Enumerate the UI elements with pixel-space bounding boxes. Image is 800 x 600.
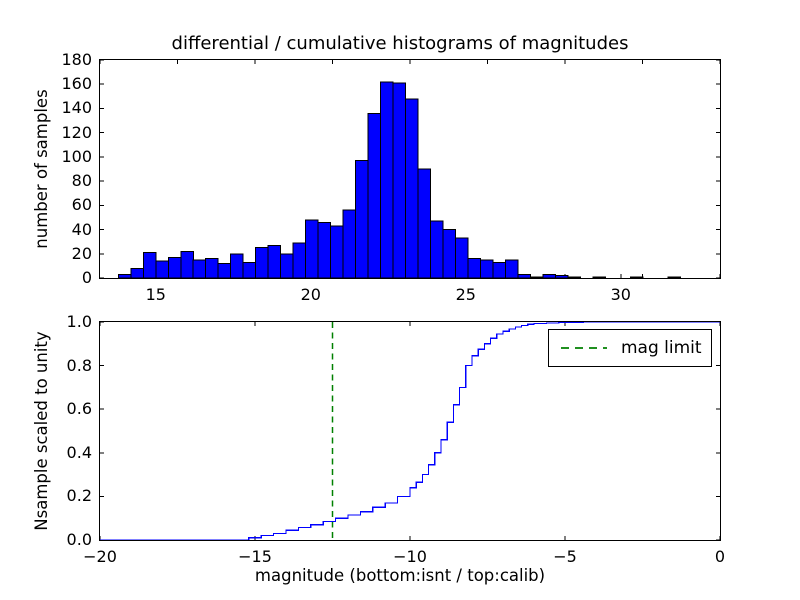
histogram-bar <box>492 261 507 278</box>
histogram-bar <box>530 276 544 278</box>
histogram-bar <box>467 258 482 278</box>
histogram-bar <box>355 160 369 278</box>
tick-label: 30 <box>610 285 631 304</box>
differential-histogram-plot <box>100 60 720 278</box>
tick-label: 0.4 <box>66 442 92 462</box>
tick-label: 0.6 <box>66 399 92 419</box>
histogram-bar <box>155 260 169 278</box>
cumulative-curve <box>100 322 720 540</box>
histogram-bar <box>430 220 444 278</box>
histogram-bar <box>442 229 457 278</box>
bottom-ylabel: Nsample scaled to unity <box>32 331 51 531</box>
tick-label: 20 <box>300 285 321 304</box>
tick-label: 0 <box>81 268 92 287</box>
histogram-bar <box>367 112 382 278</box>
histogram-bar <box>380 81 394 278</box>
tick-label: 160 <box>61 74 92 94</box>
histogram-bar <box>342 209 357 278</box>
histogram-bar <box>255 247 269 278</box>
histogram-bar <box>517 273 532 278</box>
histogram-bar <box>280 253 294 278</box>
histogram-bar <box>480 259 494 278</box>
tick-label: 1.0 <box>66 312 92 331</box>
histogram-bar <box>167 256 182 278</box>
tick-label: 20 <box>71 243 92 263</box>
histogram-bar <box>542 273 557 278</box>
histogram-bar <box>555 275 569 278</box>
histogram-bar <box>267 244 282 278</box>
tick-label: 80 <box>71 171 92 191</box>
tick-label: 100 <box>61 146 92 166</box>
tick-label: 0.2 <box>66 486 92 506</box>
histogram-bar <box>130 267 144 278</box>
histogram-bar <box>330 225 344 278</box>
tick-label: −5 <box>553 547 577 566</box>
histogram-bar <box>417 168 432 278</box>
tick-label: 180 <box>61 50 92 69</box>
tick-label: 25 <box>455 285 476 304</box>
histogram-bar <box>142 252 157 278</box>
histogram-bar <box>317 221 332 278</box>
tick-label: 120 <box>61 122 92 142</box>
histogram-bar <box>505 259 519 278</box>
tick-label: 140 <box>61 98 92 118</box>
tick-label: 60 <box>71 195 92 215</box>
histogram-bar <box>630 276 644 278</box>
histogram-bar <box>217 263 232 278</box>
legend-dashed-line-sample <box>561 347 607 349</box>
cumulative-histogram-plot <box>100 322 720 540</box>
legend-label: mag limit <box>621 338 702 358</box>
histogram-bar <box>230 253 244 278</box>
histogram-bar <box>292 242 307 278</box>
tick-label: −10 <box>393 547 427 566</box>
histogram-bar <box>392 82 407 278</box>
histogram-bar <box>667 276 681 278</box>
histogram-bar <box>592 276 606 278</box>
top-histogram-axes <box>99 59 721 279</box>
histogram-bar <box>205 258 219 278</box>
histogram-bar <box>405 98 419 278</box>
tick-label: −20 <box>83 547 117 566</box>
histogram-bar <box>192 259 207 278</box>
histogram-bar <box>305 219 319 278</box>
tick-label: −15 <box>238 547 272 566</box>
figure-title: differential / cumulative histograms of … <box>171 33 629 54</box>
tick-label: 0.0 <box>66 530 92 549</box>
bottom-xlabel: magnitude (bottom:isnt / top:calib) <box>254 566 546 585</box>
legend-box: mag limit <box>548 329 712 367</box>
histogram-bar <box>242 261 257 278</box>
histogram-bar <box>455 237 469 278</box>
tick-label: 15 <box>145 285 166 304</box>
histogram-bar <box>567 276 581 278</box>
tick-label: 40 <box>71 219 92 239</box>
tick-label: 0 <box>714 547 726 566</box>
histogram-bar <box>180 250 194 278</box>
histogram-bar <box>117 273 132 278</box>
bottom-cumulative-axes: mag limit <box>99 321 721 541</box>
tick-label: 0.8 <box>66 355 92 375</box>
histogram-bars <box>117 81 681 278</box>
